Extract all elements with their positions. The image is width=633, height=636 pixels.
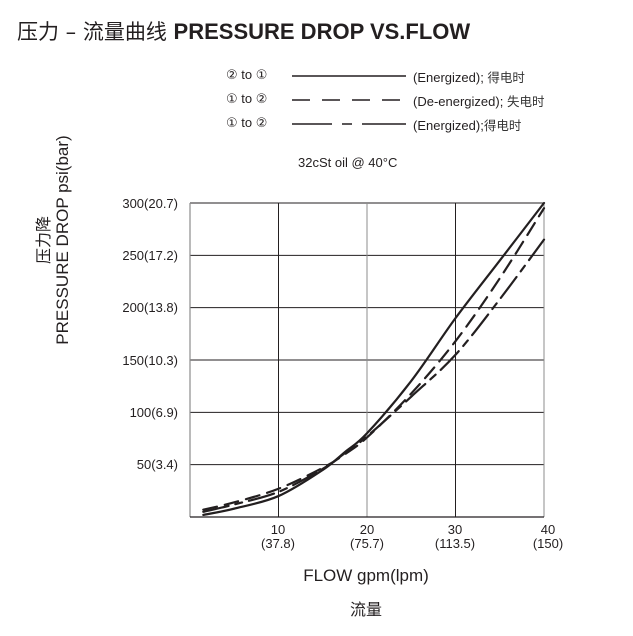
legend-direction: ① to ②: [226, 115, 268, 130]
test-condition: 32cSt oil @ 40°C: [298, 155, 398, 170]
series-long-short-dash: [202, 238, 546, 513]
x-tick-20: 20 (75.7): [327, 523, 407, 551]
x-tick-lpm: (75.7): [350, 536, 384, 551]
legend-direction: ① to ②: [226, 91, 268, 106]
legend-solid-line-icon: [292, 75, 406, 77]
legend-desc-en: (De-energized);: [413, 94, 507, 109]
x-tick-gpm: 40: [540, 522, 556, 537]
x-axis-label-cn: 流量: [349, 600, 382, 619]
x-tick-gpm: 20: [359, 522, 375, 537]
legend-desc-en: (Energized);: [413, 70, 488, 85]
legend-direction: ② to ①: [226, 67, 268, 82]
legend-desc-cn: 得电时: [483, 118, 522, 133]
curves: [202, 201, 546, 517]
legend-desc-cn: 得电时: [487, 70, 525, 85]
legend-long-short-dash-line-icon: [292, 123, 406, 125]
x-tick-lpm: (37.8): [261, 536, 295, 551]
x-tick-30: 30 (113.5): [415, 523, 495, 551]
series-solid: [202, 201, 546, 517]
grid: [189, 202, 545, 518]
y-tick-300: 300(20.7): [122, 196, 178, 211]
y-tick-100: 100(6.9): [129, 405, 178, 420]
chart-title-en: PRESSURE DROP VS.FLOW: [173, 19, 471, 44]
y-tick-200: 200(13.8): [122, 300, 178, 315]
legend-desc-cn: 失电时: [506, 94, 545, 109]
x-tick-lpm: (113.5): [434, 536, 476, 551]
x-tick-gpm: 30: [447, 522, 463, 537]
y-tick-150: 150(10.3): [122, 353, 178, 368]
y-tick-50: 50(3.4): [136, 457, 178, 472]
legend-desc-en: (Energized);: [413, 118, 484, 133]
x-axis-label: FLOW gpm(lpm): [303, 566, 429, 585]
legend: ② to ① (Energized); 得电时 ① to ② (De-energ…: [0, 0, 633, 180]
chart-title: 压力 – 流量曲线 PRESSURE DROP VS.FLOW: [17, 16, 470, 46]
x-tick-10: 10 (37.8): [238, 523, 318, 551]
chart-title-cn: 压力 – 流量曲线: [17, 20, 174, 44]
x-tick-gpm: 10: [270, 522, 286, 537]
y-axis-label-cn: 压力降: [34, 216, 53, 265]
y-axis-label: 压力降 PRESSURE DROP psi(bar): [34, 110, 74, 370]
x-tick-lpm: (150): [532, 536, 564, 551]
y-axis-label-en: PRESSURE DROP psi(bar): [53, 135, 72, 345]
x-tick-40: 40 (150): [508, 523, 588, 551]
series-dashed: [202, 207, 546, 511]
legend-dashed-line-icon: [292, 99, 406, 101]
y-tick-250: 250(17.2): [122, 248, 178, 263]
